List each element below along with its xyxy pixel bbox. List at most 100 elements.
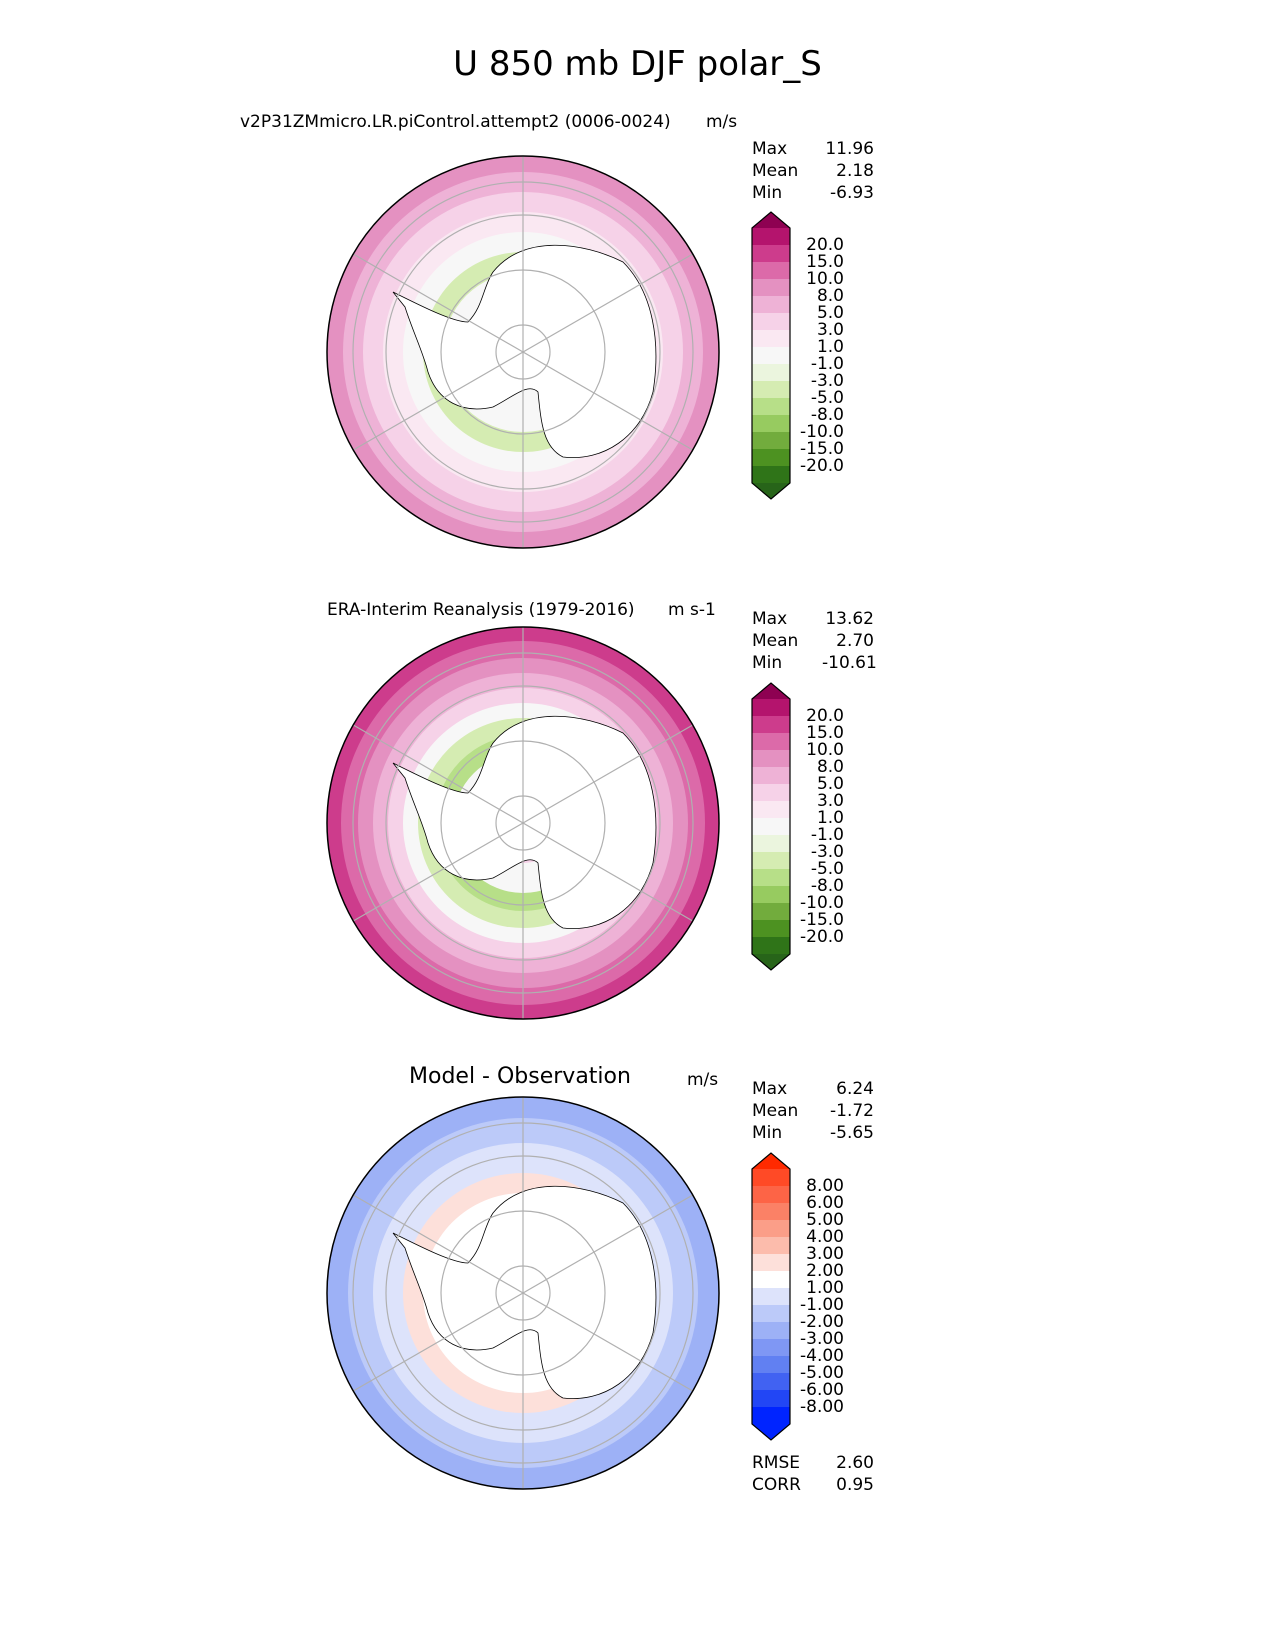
colorbar-band — [752, 1288, 790, 1305]
max-label: Max — [752, 609, 788, 629]
colorbar-panel1 — [751, 211, 791, 500]
max-value: 11.96 — [825, 139, 874, 159]
colorbar-band — [752, 767, 790, 784]
colorbar-band — [752, 1339, 790, 1356]
panel1-title: v2P31ZMmicro.LR.piControl.attempt2 (0006… — [240, 112, 671, 132]
colorbar-tick-label: -5.0 — [810, 388, 844, 408]
colorbar-tick-label: 4.00 — [806, 1227, 844, 1247]
polar-map-panel2 — [326, 626, 720, 1020]
colorbar-band — [752, 937, 790, 954]
colorbar-band — [752, 381, 790, 398]
mean-label: Mean — [752, 161, 799, 181]
colorbar-band — [752, 1254, 790, 1271]
colorbar-band — [752, 801, 790, 818]
colorbar-tick-label: 1.00 — [806, 1278, 844, 1298]
mean-value: -1.72 — [830, 1101, 874, 1121]
panel2-units: m s-1 — [668, 600, 716, 620]
colorbar-extend-bottom — [752, 1424, 790, 1440]
panel1-stats: Max 11.96 Mean 2.18 Min -6.93 — [752, 138, 874, 204]
corr-value: 0.95 — [836, 1475, 874, 1495]
colorbar-band — [752, 1237, 790, 1254]
colorbar-band — [752, 1305, 790, 1322]
panel3-stats: Max 6.24 Mean -1.72 Min -5.65 — [752, 1078, 874, 1144]
colorbar-extend-top — [752, 212, 790, 228]
colorbar-tick-label: -8.00 — [800, 1397, 844, 1417]
min-label: Min — [752, 183, 783, 203]
max-value: 6.24 — [836, 1079, 874, 1099]
colorbar-band — [752, 818, 790, 835]
corr-label: CORR — [752, 1475, 801, 1495]
colorbar-band — [752, 245, 790, 262]
colorbar-tick-label: 2.00 — [806, 1261, 844, 1281]
mean-label: Mean — [752, 631, 799, 651]
mean-label: Mean — [752, 1101, 799, 1121]
map-boundary — [326, 155, 720, 549]
min-value: -5.65 — [830, 1123, 874, 1143]
colorbar-band — [752, 1407, 790, 1424]
colorbar-band — [752, 784, 790, 801]
colorbar-tick-label: 5.0 — [816, 774, 844, 794]
colorbar-tick-label: 3.0 — [816, 791, 844, 811]
max-label: Max — [752, 1079, 788, 1099]
colorbar-band — [752, 449, 790, 466]
colorbar-tick-label: -1.0 — [810, 354, 844, 374]
colorbar-band — [752, 1322, 790, 1339]
colorbar-tick-label: -8.0 — [810, 405, 844, 425]
colorbar-band — [752, 750, 790, 767]
colorbar-band — [752, 313, 790, 330]
longitude-gridline — [352, 253, 694, 451]
map-boundary — [326, 626, 720, 1020]
colorbar-band — [752, 733, 790, 750]
colorbar-tick-label: 8.0 — [816, 757, 844, 777]
colorbar-tick-label: 8.0 — [816, 286, 844, 306]
rmse-label: RMSE — [752, 1453, 801, 1473]
colorbar-extend-top — [752, 683, 790, 699]
colorbar-band — [752, 1169, 790, 1186]
colorbar-band — [752, 279, 790, 296]
panel2-title: ERA-Interim Reanalysis (1979-2016) — [327, 600, 635, 620]
colorbar-tick-label: -20.0 — [800, 456, 844, 476]
max-value: 13.62 — [825, 609, 874, 629]
panel3-title: Model - Observation — [409, 1064, 631, 1089]
colorbar-tick-label: 1.0 — [816, 808, 844, 828]
panel2-stats: Max 13.62 Mean 2.70 Min -10.61 — [752, 608, 877, 674]
colorbar-tick-label: 5.00 — [806, 1210, 844, 1230]
colorbar-band — [752, 466, 790, 483]
colorbar-tick-label: -3.0 — [810, 842, 844, 862]
mean-value: 2.18 — [836, 161, 874, 181]
colorbar-tick-label: -20.0 — [800, 927, 844, 947]
polar-map-panel3 — [326, 1096, 720, 1490]
colorbar-band — [752, 1271, 790, 1288]
colorbar-panel3 — [751, 1152, 791, 1441]
min-label: Min — [752, 1123, 783, 1143]
colorbar-band — [752, 886, 790, 903]
rmse-value: 2.60 — [836, 1453, 874, 1473]
colorbar-band — [752, 262, 790, 279]
colorbar-band — [752, 903, 790, 920]
colorbar-band — [752, 852, 790, 869]
colorbar-extend-top — [752, 1153, 790, 1169]
colorbar-band — [752, 1186, 790, 1203]
polar-map-panel1 — [326, 155, 720, 549]
colorbar-tick-label: 15.0 — [806, 723, 844, 743]
panel3-units: m/s — [687, 1070, 719, 1090]
colorbar-band — [752, 347, 790, 364]
colorbar-band — [752, 330, 790, 347]
longitude-gridline — [352, 1194, 694, 1392]
colorbar-tick-label: -2.00 — [800, 1312, 844, 1332]
colorbar-tick-label: -10.0 — [800, 422, 844, 442]
colorbar-tick-label: -1.00 — [800, 1295, 844, 1315]
colorbar-tick-label: 1.0 — [816, 337, 844, 357]
colorbar-tick-label: 20.0 — [806, 706, 844, 726]
colorbar-outline — [751, 1152, 791, 1441]
colorbar-extend-bottom — [752, 954, 790, 970]
colorbar-tick-label: 20.0 — [806, 235, 844, 255]
colorbar-tick-label: -15.0 — [800, 910, 844, 930]
colorbar-band — [752, 699, 790, 716]
colorbar-tick-label: -4.00 — [800, 1346, 844, 1366]
colorbar-extend-bottom — [752, 483, 790, 499]
colorbar-band — [752, 1220, 790, 1237]
panel3-error-stats: RMSE 2.60 CORR 0.95 — [752, 1452, 874, 1496]
